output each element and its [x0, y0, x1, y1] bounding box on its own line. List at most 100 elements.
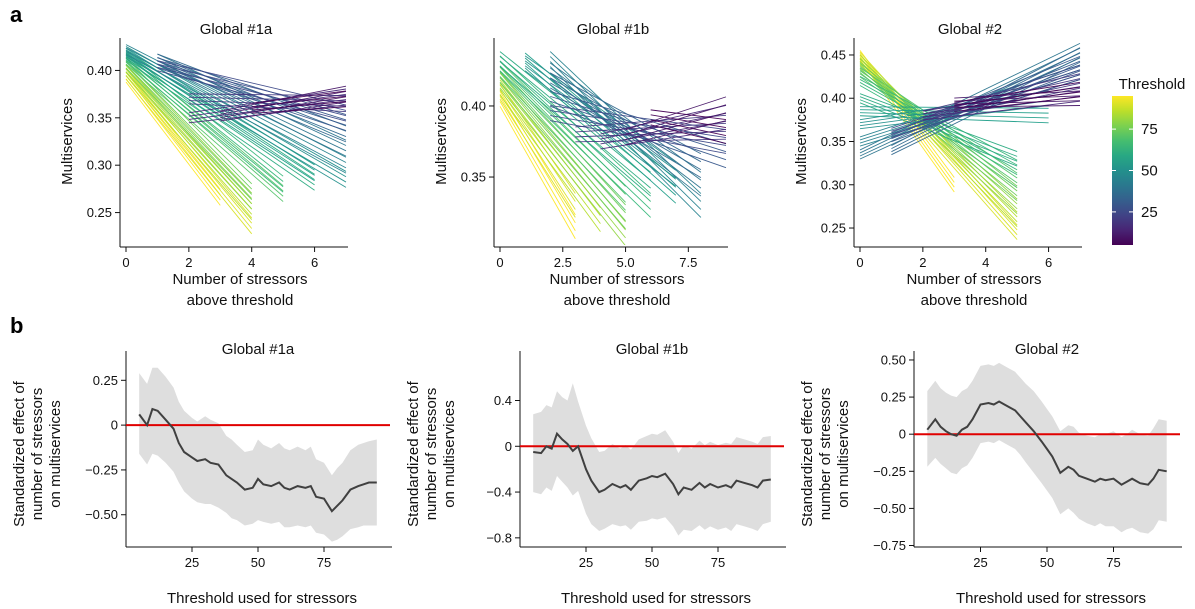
regression-line: [600, 128, 727, 150]
y-tick-label: 0.50: [881, 352, 906, 367]
subplot-title: Global #1b: [616, 341, 689, 358]
regression-line: [550, 115, 727, 146]
x-tick-label: 50: [1040, 555, 1054, 570]
regression-line: [499, 51, 651, 173]
panel-label-a: a: [10, 2, 23, 27]
series-lines: [859, 42, 1081, 240]
regression-line: [550, 110, 727, 138]
regression-line: [125, 55, 284, 182]
regression-line: [125, 71, 253, 215]
x-tick-label: 4: [248, 255, 255, 270]
regression-line: [125, 63, 284, 202]
y-tick-label: 0: [899, 427, 906, 442]
y-axis-title: Standardized effect of: [11, 380, 28, 526]
x-tick-label: 0: [856, 255, 863, 270]
colorbar-tick-label: 25: [1141, 204, 1158, 221]
regression-line: [499, 89, 601, 224]
regression-line: [954, 81, 1081, 103]
regression-line: [859, 76, 1018, 189]
y-tick-label: −0.50: [873, 501, 906, 516]
x-tick-label: 4: [982, 255, 989, 270]
regression-line: [125, 75, 253, 220]
regression-line: [600, 120, 727, 145]
y-tick-label: −0.25: [873, 464, 906, 479]
y-axis-title: on multiservices: [47, 400, 64, 508]
regression-line: [954, 90, 1081, 99]
regression-line: [625, 104, 727, 136]
y-tick-label: 0.4: [494, 393, 512, 408]
regression-line: [499, 76, 626, 222]
x-tick-label: 7.5: [679, 255, 697, 270]
y-tick-label: 0.25: [821, 221, 846, 236]
regression-line: [891, 65, 1081, 140]
x-tick-label: 2: [185, 255, 192, 270]
regression-line: [157, 67, 347, 131]
series-lines: [499, 51, 727, 245]
y-axis-title: Standardized effect of: [799, 380, 816, 526]
regression-line: [125, 78, 253, 235]
y-tick-label: −0.4: [486, 485, 512, 500]
regression-line: [499, 70, 651, 218]
x-tick-label: 2.5: [554, 255, 572, 270]
y-tick-label: 0.25: [881, 390, 906, 405]
regression-line: [125, 61, 284, 193]
x-tick-label: 75: [1106, 555, 1120, 570]
regression-line: [499, 93, 576, 210]
y-axis-title: number of stressors: [817, 388, 834, 521]
regression-line: [954, 91, 1081, 109]
regression-line: [499, 66, 626, 206]
x-tick-label: 25: [579, 555, 593, 570]
regression-line: [157, 66, 347, 117]
regression-line: [922, 87, 1081, 121]
regression-line: [125, 58, 284, 188]
regression-line: [600, 104, 727, 135]
subplot-title: Global #1a: [200, 21, 273, 38]
regression-line: [650, 114, 727, 129]
regression-line: [125, 67, 253, 200]
panel-label-b: b: [10, 313, 23, 338]
x-axis-title: above threshold: [187, 292, 294, 309]
regression-line: [499, 94, 601, 232]
y-tick-label: −0.25: [85, 462, 118, 477]
regression-line: [954, 86, 1081, 106]
y-tick-label: 0.30: [821, 177, 846, 192]
y-axis-title: on multiservices: [441, 400, 458, 508]
x-axis-title: Number of stressors: [906, 271, 1041, 288]
subplot-1: Global #1a 0.25 0.30 0.35 0.40 0 2 4 6 Number of …: [59, 21, 348, 309]
x-tick-label: 75: [711, 555, 725, 570]
regression-line: [922, 73, 1081, 112]
regression-line: [499, 56, 651, 181]
regression-line: [549, 62, 702, 173]
subplot-title: Global #1a: [222, 341, 295, 358]
y-tick-label: 0: [505, 439, 512, 454]
y-axis-title: on multiservices: [835, 400, 852, 508]
x-tick-label: 2: [919, 255, 926, 270]
colorbar-gradient: [1112, 96, 1133, 245]
regression-line: [220, 85, 347, 112]
mean-effect-line: [138, 407, 377, 513]
regression-line: [125, 59, 315, 191]
x-axis-title: Number of stressors: [172, 271, 307, 288]
x-tick-label: 6: [311, 255, 318, 270]
regression-line: [188, 96, 347, 102]
x-tick-label: 50: [645, 555, 659, 570]
x-axis-title: Threshold used for stressors: [561, 590, 751, 607]
mean-effect-line: [533, 431, 771, 497]
subplot-6: Global #2 0.50 0.25 0 −0.25 −0.50 −0.75 25 50 75 T…: [799, 341, 1182, 607]
series-lines: [125, 44, 347, 235]
regression-line: [922, 78, 1081, 115]
regression-line: [188, 103, 347, 113]
regression-line: [157, 63, 347, 111]
regression-line: [157, 53, 347, 127]
x-tick-label: 0: [496, 255, 503, 270]
y-axis-title: Multiservices: [59, 98, 76, 185]
regression-line: [524, 60, 677, 171]
y-tick-label: 0.40: [821, 91, 846, 106]
regression-line: [125, 81, 221, 206]
regression-line: [600, 112, 727, 140]
regression-line: [859, 115, 1049, 124]
regression-line: [499, 71, 626, 203]
regression-line: [954, 96, 1081, 112]
